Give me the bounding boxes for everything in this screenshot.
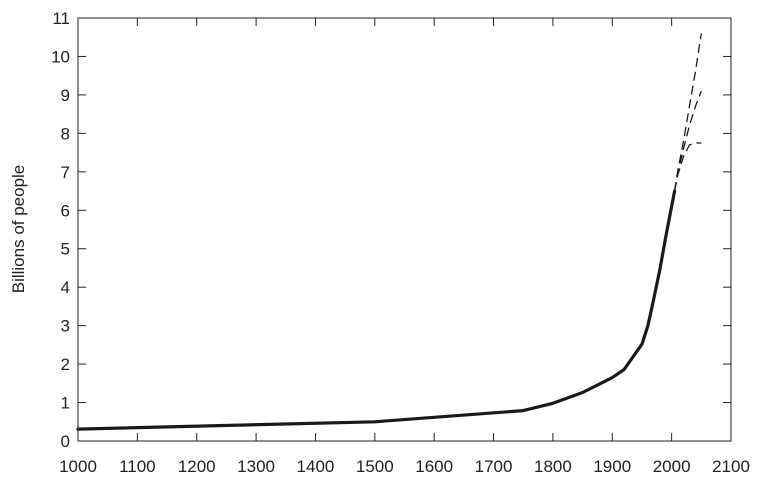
x-axis-ticks: 1000 1100 1200 1300 1400 1500 1600 1700 1800 1900…	[59, 18, 750, 476]
y-tick-label: 2	[61, 355, 70, 374]
x-tick-label: 2100	[712, 457, 750, 476]
y-tick-label: 11	[52, 9, 70, 28]
x-tick-label: 1100	[119, 457, 156, 476]
x-tick-label: 1400	[297, 457, 335, 476]
x-tick-label: 1300	[237, 457, 275, 476]
projection-line-3	[673, 142, 702, 192]
x-tick-label: 1800	[534, 457, 572, 476]
x-tick-label: 1600	[415, 457, 453, 476]
projection-line-2	[673, 90, 702, 192]
y-tick-label: 8	[61, 124, 70, 143]
series-group	[76, 33, 702, 431]
y-tick-label: 5	[61, 240, 70, 259]
y-tick-label: 6	[61, 201, 70, 220]
x-tick-label: 1200	[178, 457, 216, 476]
y-axis-label: Billions of people	[9, 165, 28, 294]
x-tick-label: 1000	[59, 457, 97, 476]
y-tick-label: 1	[61, 394, 70, 413]
y-axis-ticks: 0 1 2 3 4 5 6 7 8 9 10 11	[51, 9, 731, 451]
y-tick-label: 3	[61, 317, 70, 336]
x-tick-label: 1700	[475, 457, 513, 476]
x-tick-label: 1900	[593, 457, 631, 476]
y-tick-label: 4	[61, 278, 70, 297]
projection-line-1	[673, 33, 702, 192]
x-tick-label: 1500	[356, 457, 394, 476]
y-tick-label: 0	[61, 432, 70, 451]
y-tick-label: 9	[61, 86, 70, 105]
x-tick-label: 2000	[653, 457, 691, 476]
y-tick-label: 10	[51, 47, 70, 66]
y-tick-label: 7	[61, 163, 70, 182]
population-line	[76, 189, 677, 431]
plot-frame	[77, 17, 732, 442]
